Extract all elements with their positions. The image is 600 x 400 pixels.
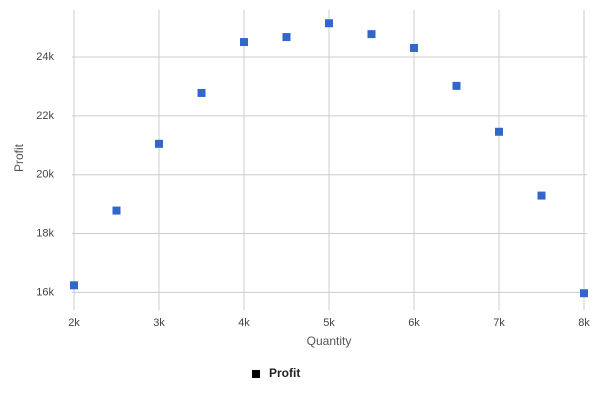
y-tick-label: 18k	[36, 227, 54, 239]
point	[197, 88, 206, 97]
y-axis-title: Profit	[12, 143, 26, 172]
point	[240, 38, 248, 47]
point	[580, 289, 588, 298]
point	[410, 43, 418, 52]
point	[452, 81, 461, 90]
y-tick-label: 22k	[36, 110, 54, 122]
point	[112, 206, 121, 215]
x-tick-label: 5k	[323, 317, 335, 329]
legend-label: Profit	[269, 366, 300, 380]
point	[495, 127, 503, 136]
legend-swatch	[252, 370, 260, 378]
y-tick-label: 20k	[36, 169, 54, 181]
point	[537, 191, 546, 200]
y-tick-label: 16k	[36, 286, 54, 298]
y-tick-label: 24k	[36, 51, 54, 63]
point	[367, 30, 376, 39]
point	[155, 139, 163, 148]
point	[325, 19, 333, 28]
point	[282, 33, 291, 42]
point	[70, 281, 78, 290]
x-tick-label: 8k	[578, 317, 590, 329]
x-tick-label: 3k	[153, 317, 165, 329]
x-tick-label: 7k	[493, 317, 505, 329]
x-axis-title: Quantity	[307, 334, 352, 348]
x-tick-label: 6k	[408, 317, 420, 329]
x-tick-label: 4k	[238, 317, 250, 329]
x-tick-label: 2k	[68, 317, 80, 329]
